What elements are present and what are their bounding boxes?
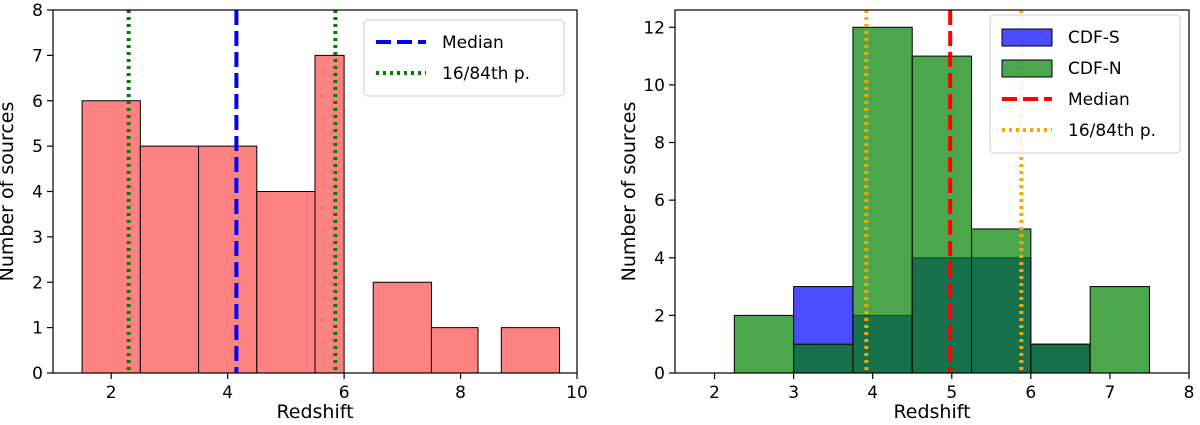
histogram-bar (733, 314, 795, 374)
x-tick-label: 4 (867, 383, 878, 403)
y-tick-label: 4 (654, 249, 665, 269)
legend: Median 16/84th p. (363, 19, 565, 97)
x-tick-label: 4 (222, 383, 233, 403)
histogram-bar (852, 26, 913, 374)
x-tick-label: 10 (566, 383, 588, 403)
histogram-bar (198, 145, 258, 374)
legend-label: CDF-S (1068, 28, 1120, 48)
x-tick-label: 5 (946, 383, 957, 403)
x-tick-label: 2 (709, 383, 720, 403)
x-tick-label: 8 (1184, 383, 1195, 403)
y-tick-label: 2 (32, 273, 43, 293)
histogram-bar (911, 55, 973, 374)
y-axis-title: Number of sources (618, 102, 640, 282)
legend-label: CDF-N (1068, 59, 1122, 79)
y-tick-label: 4 (32, 183, 43, 203)
x-tick-label: 8 (455, 383, 466, 403)
legend-label: Median (442, 33, 504, 53)
y-tick-label: 0 (32, 364, 43, 384)
legend-label: 16/84th p. (1068, 121, 1156, 141)
axes-frame (674, 9, 1190, 374)
left-histogram-panel: 2 4 6 8 10 0 1 2 3 4 5 6 7 8 Redshift Number of sources… (0, 1, 588, 423)
y-tick-label: 10 (643, 76, 665, 96)
histogram-bar (314, 54, 345, 374)
y-tick-label: 7 (32, 46, 43, 66)
y-tick-label: 8 (32, 1, 43, 21)
legend-frame (989, 14, 1181, 154)
histogram-bar (1089, 286, 1150, 374)
y-axis-title: Number of sources (0, 102, 18, 282)
legend-frame (363, 19, 565, 97)
right-histogram-panel: 2 3 4 5 6 7 8 0 2 4 6 8 10 12 Redshift Number of source… (618, 9, 1195, 423)
y-tick-label: 0 (654, 364, 665, 384)
histogram-bar (500, 327, 561, 374)
histogram-bar (256, 191, 316, 374)
histogram-bar (1030, 343, 1091, 374)
y-tick-label: 12 (643, 18, 665, 38)
y-tick-label: 1 (32, 319, 43, 339)
legend: CDF-S CDF-N Median 16/84th p. (989, 14, 1181, 154)
x-tick-label: 7 (1105, 383, 1116, 403)
legend-swatch (1001, 28, 1053, 47)
histogram-bar (139, 145, 200, 374)
x-tick-label: 6 (1025, 383, 1036, 403)
x-tick-label: 2 (106, 383, 117, 403)
histogram-bar (430, 327, 479, 374)
y-tick-label: 5 (32, 137, 43, 157)
y-tick-label: 3 (32, 228, 43, 248)
legend-label: 16/84th p. (442, 64, 530, 84)
histogram-bar (372, 281, 432, 374)
y-tick-label: 8 (654, 134, 665, 154)
x-axis-title: Redshift (276, 401, 353, 423)
x-tick-label: 6 (339, 383, 350, 403)
legend-swatch (1001, 59, 1053, 78)
y-tick-label: 6 (654, 191, 665, 211)
x-axis-title: Redshift (893, 401, 970, 423)
histogram-bar (793, 343, 854, 374)
legend-label: Median (1068, 90, 1130, 110)
y-tick-label: 2 (654, 306, 665, 326)
x-tick-label: 3 (788, 383, 799, 403)
histogram-bar (81, 100, 141, 374)
y-tick-label: 6 (32, 92, 43, 112)
